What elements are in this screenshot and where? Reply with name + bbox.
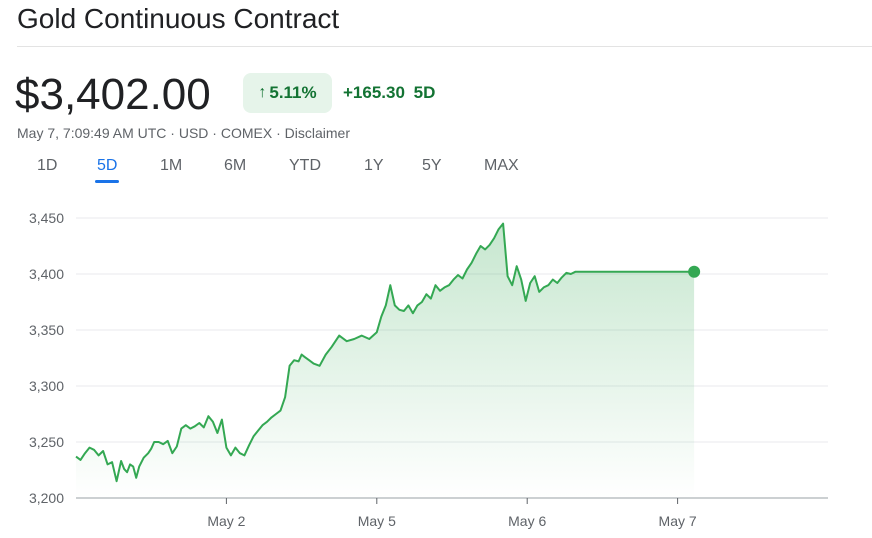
tab-5d[interactable]: 5D xyxy=(94,154,120,183)
x-tick-label: May 2 xyxy=(207,513,245,529)
y-tick-label: 3,350 xyxy=(29,322,64,338)
meta-separator: · xyxy=(272,125,285,141)
tab-ytd[interactable]: YTD xyxy=(289,157,321,174)
change-percent-badge: ↑ 5.11% xyxy=(243,73,332,113)
meta-separator: · xyxy=(208,125,221,141)
x-tick-label: May 6 xyxy=(508,513,546,529)
meta-time: May 7, 7:09:49 AM UTC xyxy=(17,125,167,141)
price-area xyxy=(76,223,695,498)
disclaimer-link[interactable]: Disclaimer xyxy=(284,125,351,141)
meta-separator: · xyxy=(166,125,179,141)
y-tick-label: 3,250 xyxy=(29,434,64,450)
page-title: Gold Continuous Contract xyxy=(17,3,340,34)
price-meta: May 7, 7:09:49 AM UTC · USD · COMEX · Di… xyxy=(17,124,350,142)
tab-5y[interactable]: 5Y xyxy=(422,157,442,174)
x-tick-label: May 7 xyxy=(659,513,697,529)
change-abs: +165.30 xyxy=(343,83,405,102)
last-price-marker xyxy=(688,265,701,278)
y-tick-label: 3,450 xyxy=(29,210,64,226)
change-percent: 5.11% xyxy=(269,83,317,102)
x-tick-label: May 5 xyxy=(358,513,396,529)
y-tick-label: 3,200 xyxy=(29,490,64,506)
meta-currency: USD xyxy=(178,125,209,141)
y-tick-label: 3,300 xyxy=(29,378,64,394)
tab-1y[interactable]: 1Y xyxy=(364,157,384,174)
current-price: $3,402.00 xyxy=(15,70,211,119)
tab-1m[interactable]: 1M xyxy=(160,157,183,174)
change-period: 5D xyxy=(413,83,436,102)
header-divider xyxy=(17,46,872,47)
tab-1d[interactable]: 1D xyxy=(37,157,58,174)
price-chart[interactable]: 3,200 3,250 3,300 3,350 3,400 3,450 May 2 May 5… xyxy=(0,190,872,538)
tab-max[interactable]: MAX xyxy=(484,157,519,174)
meta-exchange: COMEX xyxy=(220,125,273,141)
arrow-up-icon: ↑ xyxy=(258,84,267,101)
change-summary: +165.30 5D xyxy=(343,82,435,104)
tab-6m[interactable]: 6M xyxy=(224,157,247,174)
price-line xyxy=(75,222,695,483)
y-tick-label: 3,400 xyxy=(29,266,64,282)
